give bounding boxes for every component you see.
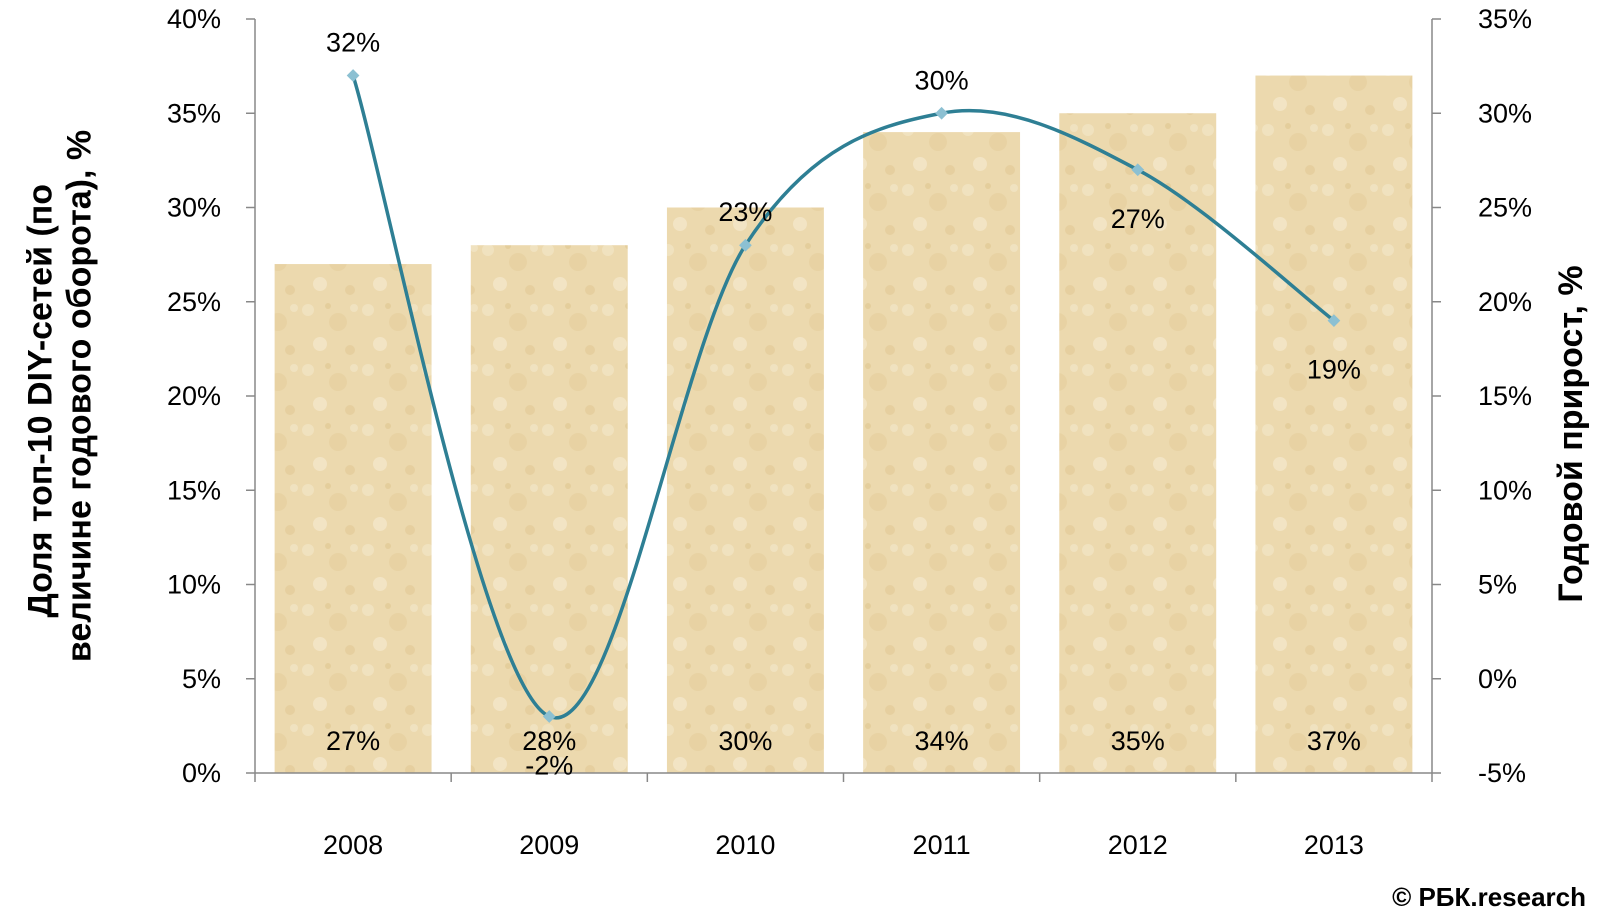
- bar-series: [274, 75, 1413, 774]
- growth-value-label: 27%: [1111, 204, 1165, 234]
- right-axis-ticks: -5% 0% 5% 10% 15% 20% 25% 30% 35%: [1432, 4, 1532, 788]
- right-tick-label: 20%: [1478, 287, 1532, 317]
- right-axis-title: Годовой прирост, %: [1552, 265, 1590, 602]
- x-tick-label: 2012: [1108, 830, 1168, 860]
- right-tick-label: 0%: [1478, 664, 1517, 694]
- bar-2013: [1255, 75, 1413, 774]
- bar-2008: [274, 264, 432, 773]
- bar-2009: [470, 245, 628, 773]
- right-tick-label: -5%: [1478, 758, 1526, 788]
- left-tick-label: 0%: [182, 758, 221, 788]
- left-axis-title: Доля топ-10 DIY-сетей (по величине годов…: [22, 130, 99, 662]
- growth-value-label: -2%: [525, 750, 573, 780]
- bar-value-label: 37%: [1307, 726, 1361, 756]
- right-tick-label: 30%: [1478, 98, 1532, 128]
- right-tick-label: 5%: [1478, 570, 1517, 600]
- x-tick-label: 2010: [715, 830, 775, 860]
- growth-marker-2008: [346, 69, 360, 82]
- bar-value-label: 30%: [718, 726, 772, 756]
- growth-value-label: 23%: [718, 197, 772, 227]
- bar-2012: [1059, 113, 1217, 773]
- right-tick-label: 15%: [1478, 381, 1532, 411]
- left-tick-label: 5%: [182, 664, 221, 694]
- left-axis-ticks: 0% 5% 10% 15% 20% 25% 30% 35% 40%: [167, 4, 255, 788]
- left-tick-label: 20%: [167, 381, 221, 411]
- bar-2010: [666, 207, 824, 773]
- x-tick-label: 2008: [323, 830, 383, 860]
- left-tick-label: 40%: [167, 4, 221, 34]
- left-tick-label: 30%: [167, 193, 221, 223]
- growth-value-label: 32%: [326, 28, 380, 58]
- growth-marker-2011: [935, 106, 948, 120]
- bar-value-label: 35%: [1111, 726, 1165, 756]
- right-tick-label: 25%: [1478, 193, 1532, 223]
- growth-value-label: 30%: [915, 65, 969, 95]
- bar-value-label: 27%: [326, 726, 380, 756]
- bar-value-label: 28%: [522, 726, 576, 756]
- data-labels: 27% 28% 30% 34% 35% 37% 32% -2% 23% 30% 27% 19%: [326, 28, 1361, 781]
- bar-value-label: 34%: [915, 726, 969, 756]
- right-tick-label: 35%: [1478, 4, 1532, 34]
- left-tick-label: 25%: [167, 287, 221, 317]
- right-tick-label: 10%: [1478, 475, 1532, 505]
- left-tick-label: 35%: [167, 98, 221, 128]
- copyright-text: © РБК.research: [1392, 882, 1586, 912]
- x-tick-label: 2011: [913, 830, 971, 860]
- left-tick-label: 15%: [167, 475, 221, 505]
- bar-2011: [863, 132, 1021, 774]
- left-tick-label: 10%: [167, 570, 221, 600]
- growth-value-label: 19%: [1307, 355, 1361, 385]
- x-tick-label: 2013: [1304, 830, 1364, 860]
- x-tick-label: 2009: [519, 830, 579, 860]
- x-axis-ticks: 2008 2009 2010 2011 2012 2013: [254, 773, 1433, 860]
